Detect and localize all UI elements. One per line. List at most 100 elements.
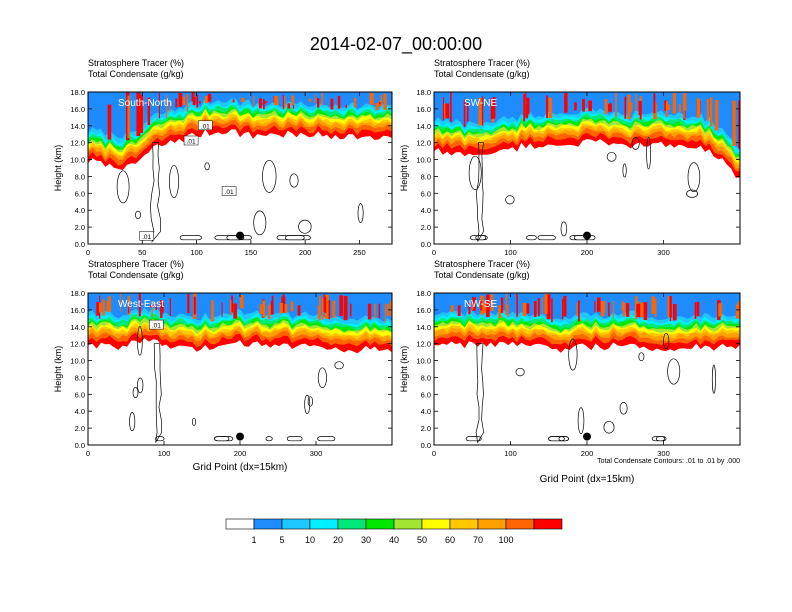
condensate-contours <box>116 142 364 243</box>
tracer-streak <box>640 302 644 318</box>
tracer-streak <box>541 297 543 314</box>
tracer-streak <box>608 302 610 317</box>
contour-cell <box>515 367 525 377</box>
tracer-streak <box>522 302 527 317</box>
tracer-streak <box>232 99 235 103</box>
tracer-streak <box>668 296 672 318</box>
tracer-streak <box>270 300 274 315</box>
tracer-streak <box>604 99 608 115</box>
contour-low-cloud <box>548 436 565 442</box>
tracer-streak <box>317 98 320 108</box>
colorbar-label: 60 <box>445 535 455 545</box>
tracer-streak <box>450 92 452 122</box>
x-axis-label: Grid Point (dx=15km) <box>540 474 635 485</box>
tracer-streak <box>738 100 740 149</box>
x-axis-label: Grid Point (dx=15km) <box>193 462 288 473</box>
tracer-streak <box>277 102 279 105</box>
colorbar-cell <box>253 518 283 530</box>
contour-cell <box>667 358 681 385</box>
contour-cell <box>687 162 701 193</box>
tracer-streak <box>490 294 494 312</box>
tracer-streak <box>239 295 244 309</box>
tracer-streak <box>706 99 709 121</box>
y-tick-label: 12.0 <box>416 340 431 349</box>
y-tick-label: 4.0 <box>421 407 431 416</box>
plot-frame <box>87 91 393 245</box>
tracer-streak <box>330 98 334 110</box>
contour-cell <box>686 189 699 198</box>
tracer-streak <box>445 103 450 119</box>
tracer-streak <box>259 304 263 315</box>
y-tick-label: 8.0 <box>421 172 431 181</box>
colorbar-cell <box>309 518 339 530</box>
tracer-streak <box>480 300 483 311</box>
tracer-streak <box>169 298 171 317</box>
tracer-streak <box>339 295 343 316</box>
panel-title-line: Total Condensate (g/kg) <box>88 69 184 79</box>
contour-low-cloud <box>179 235 202 241</box>
tracer-streak <box>624 96 627 119</box>
tracer-streak <box>349 303 352 317</box>
contour-cell <box>204 162 210 171</box>
y-tick-label: 10.0 <box>416 357 431 366</box>
contour-low-cloud <box>469 235 488 241</box>
tracer-streak <box>696 98 701 118</box>
y-tick-label: 12.0 <box>416 139 431 148</box>
y-tick-label: 12.0 <box>70 340 85 349</box>
panel-label: NW-SE <box>464 299 497 310</box>
x-tick-label: 50 <box>138 248 146 257</box>
tracer-streak <box>317 305 321 320</box>
panel-label: SW-NE <box>464 98 497 109</box>
y-tick-label: 6.0 <box>421 189 431 198</box>
contour-cell <box>169 164 179 199</box>
contour-cell <box>711 364 716 394</box>
tracer-streak <box>268 304 271 320</box>
y-tick-label: 2.0 <box>75 223 85 232</box>
tracer-streak <box>259 98 262 109</box>
contour-label-box <box>221 186 237 196</box>
contour-cell <box>631 137 640 150</box>
tracer-streak <box>643 302 648 320</box>
tracer-streak <box>505 294 508 315</box>
tracer-streak <box>635 94 637 112</box>
tracer-streak <box>151 300 153 317</box>
tracer-streak <box>544 293 548 314</box>
tracer-streak <box>169 101 171 113</box>
tracer-band <box>434 92 740 147</box>
contour-low-cloud <box>286 436 303 442</box>
tracer-streak <box>481 96 484 126</box>
panel-title-line: Total Condensate (g/kg) <box>434 69 530 79</box>
x-tick-label: 200 <box>581 248 594 257</box>
x-tick-label: 250 <box>353 248 366 257</box>
y-tick-label: 0.0 <box>75 240 85 249</box>
tracer-streak <box>204 96 209 104</box>
tracer-streak <box>672 93 676 114</box>
x-tick-label: 100 <box>504 248 517 257</box>
tracer-streak <box>290 301 294 312</box>
colorbar-label: 1 <box>251 535 256 545</box>
tracer-streak <box>484 303 488 313</box>
tracer-streak <box>627 94 631 120</box>
tracer-streak <box>493 97 496 119</box>
tracer-streak <box>612 300 614 318</box>
tracer-streak <box>654 298 657 318</box>
contour-cell <box>334 361 344 370</box>
tracer-streak <box>321 92 324 106</box>
tracer-streak <box>231 295 233 313</box>
tracer-streak <box>264 101 268 103</box>
tracer-streak <box>673 303 677 321</box>
y-tick-label: 10.0 <box>416 156 431 165</box>
tracer-streak <box>150 305 152 308</box>
contour-note: Total Condensate Contours: .01 to .01 by… <box>597 458 740 465</box>
tracer-streak <box>253 95 255 107</box>
tracer-streak <box>282 94 284 110</box>
tracer-streak <box>516 293 518 317</box>
tracer-streak <box>718 303 723 317</box>
y-tick-label: 6.0 <box>75 189 85 198</box>
tracer-streak <box>107 296 111 312</box>
tracer-streak <box>563 295 567 317</box>
tracer-streak <box>375 103 379 110</box>
colorbar-cell <box>365 518 395 530</box>
tracer-streak <box>533 301 537 317</box>
